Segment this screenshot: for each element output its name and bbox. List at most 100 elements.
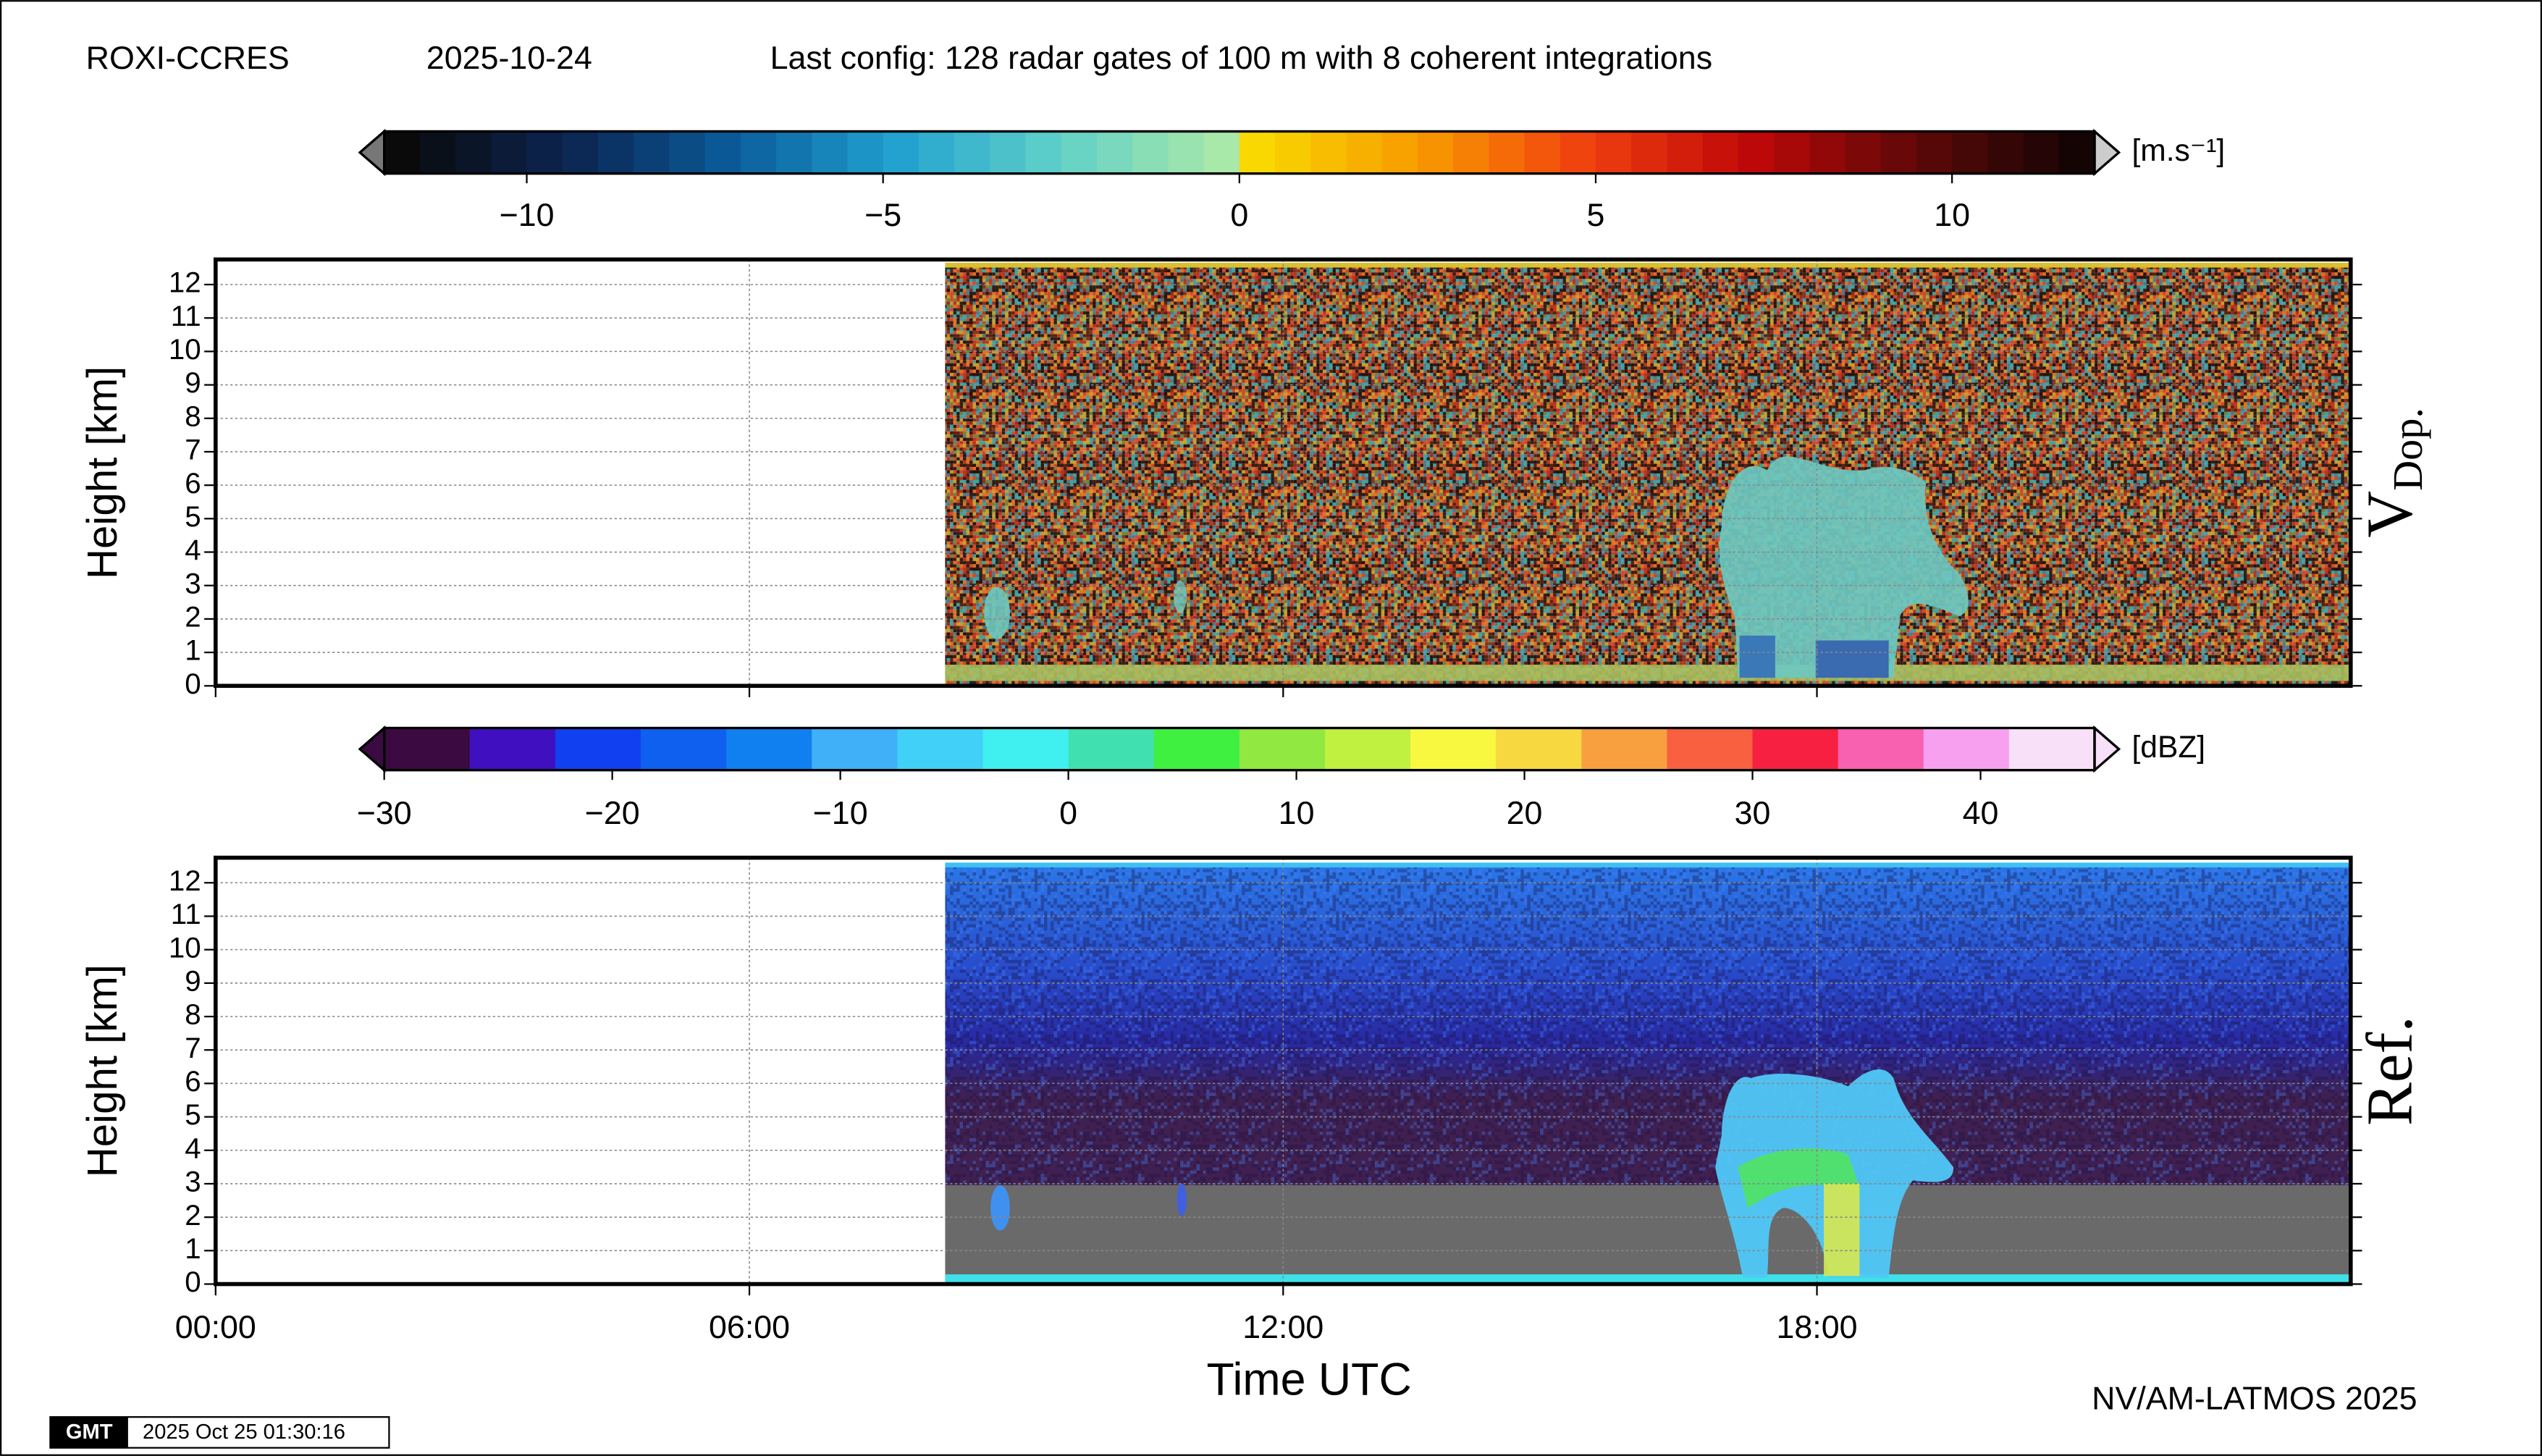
colorbar-segment xyxy=(1239,728,1326,770)
colorbar-segment xyxy=(1738,131,1775,174)
y-tick-label: 7 xyxy=(185,1032,201,1064)
colorbar-segment xyxy=(1346,131,1383,174)
panel-label-main: Ref. xyxy=(2354,1016,2425,1126)
colorbar-segment xyxy=(526,131,563,174)
cloud-core xyxy=(1815,640,1889,678)
colorbar-tick-label: 20 xyxy=(1507,795,1543,831)
colorbar-segment xyxy=(704,131,741,174)
y-axis-label: Height [km] xyxy=(79,964,126,1177)
colorbar-tick-label: −5 xyxy=(864,197,901,233)
y-tick-label: 11 xyxy=(171,300,201,332)
y-tick-label: 11 xyxy=(171,898,201,930)
x-tick-label: 18:00 xyxy=(1777,1309,1858,1345)
colorbar-segment xyxy=(1774,131,1810,174)
colorbar-segment xyxy=(1923,728,2010,770)
logo: GMT xyxy=(66,1421,113,1444)
colorbar-segment xyxy=(1061,131,1098,174)
colorbar-frame xyxy=(383,726,2096,772)
cloud xyxy=(990,1184,1010,1231)
cloud-core xyxy=(1824,1183,1860,1276)
y-tick-label: 12 xyxy=(169,864,201,897)
y-tick-label: 5 xyxy=(185,500,201,533)
colorbar-tick-label: 10 xyxy=(1934,197,1970,233)
colorbar-segment xyxy=(1987,131,2024,174)
colorbar-segment xyxy=(883,131,919,174)
colorbar-segment xyxy=(776,131,812,174)
y-tick-label: 4 xyxy=(185,1132,201,1164)
y-tick-label: 10 xyxy=(169,333,201,366)
colorbar-segment xyxy=(1809,131,1846,174)
y-tick-label: 12 xyxy=(169,266,201,299)
colorbar-segment xyxy=(1068,728,1155,770)
colorbar-segment xyxy=(455,131,492,174)
colorbar-segment xyxy=(1489,131,1525,174)
radar-field xyxy=(945,266,2351,686)
colorbar-tick-label: −10 xyxy=(813,795,868,831)
colorbar-segment xyxy=(597,131,634,174)
site-name: ROXI-CCRES xyxy=(86,40,290,76)
credit: NV/AM-LATMOS 2025 xyxy=(2092,1381,2417,1417)
y-tick-label: 10 xyxy=(169,931,201,964)
colorbar-segment xyxy=(384,131,421,174)
colorbar-segment xyxy=(726,728,812,770)
colorbar-segment xyxy=(1381,131,1418,174)
logo-box xyxy=(50,1417,128,1448)
colorbar-segment xyxy=(1453,131,1490,174)
colorbar-segment xyxy=(1239,131,1276,174)
colorbar-segment xyxy=(1916,131,1953,174)
colorbar-segment xyxy=(1310,131,1347,174)
colorbar-segment xyxy=(1324,728,1411,770)
colorbar-segment xyxy=(491,131,528,174)
y-tick-label: 3 xyxy=(185,567,201,599)
colorbar-segment xyxy=(1581,728,1668,770)
colorbar-segment xyxy=(1410,728,1497,770)
y-tick-label: 0 xyxy=(185,1266,201,1298)
colorbar-segment xyxy=(1752,728,1839,770)
colorbar-segment xyxy=(555,728,641,770)
colorbar-segment xyxy=(1203,131,1240,174)
colorbar-unit: [dBZ] xyxy=(2131,730,2205,765)
y-tick-label: 3 xyxy=(185,1166,201,1198)
colorbar-segment xyxy=(2058,131,2095,174)
date: 2025-10-24 xyxy=(426,40,592,76)
colorbar-segment xyxy=(1096,131,1133,174)
colorbar-segment xyxy=(812,728,898,770)
y-tick-label: 6 xyxy=(185,467,201,500)
cloud-core xyxy=(1739,635,1775,678)
colorbar-segment xyxy=(634,131,670,174)
radar-field-top xyxy=(945,262,2351,268)
y-tick-label: 9 xyxy=(185,964,201,997)
colorbar-segment xyxy=(1524,131,1561,174)
panel-label-main: V xyxy=(2354,491,2425,538)
config-text: Last config: 128 radar gates of 100 m wi… xyxy=(770,40,1712,76)
y-tick-label: 7 xyxy=(185,434,201,466)
y-tick-label: 0 xyxy=(185,668,201,700)
colorbar-segment xyxy=(1702,131,1739,174)
y-axis-label: Height [km] xyxy=(79,366,126,579)
colorbar-segment xyxy=(469,728,556,770)
cloud xyxy=(1719,456,1969,678)
colorbar-tick-label: 5 xyxy=(1587,197,1605,233)
colorbar-tick-label: 0 xyxy=(1230,197,1248,233)
y-tick-label: 1 xyxy=(185,1232,201,1265)
plot-frame xyxy=(214,855,2353,1287)
colorbar-tick-label: 0 xyxy=(1059,795,1077,831)
colorbar-segment xyxy=(1417,131,1454,174)
colorbar-segment xyxy=(1132,131,1169,174)
colorbar-unit: [m.s⁻¹] xyxy=(2131,133,2225,168)
colorbar-tick-label: −10 xyxy=(500,197,555,233)
x-axis-label: Time UTC xyxy=(1207,1355,1412,1405)
colorbar-segment xyxy=(419,131,456,174)
cloud xyxy=(984,586,1010,639)
colorbar-segment xyxy=(1496,728,1582,770)
radar-field-bottom xyxy=(945,1274,2351,1283)
y-tick-label: 4 xyxy=(185,534,201,566)
colorbar-segment xyxy=(740,131,777,174)
y-tick-label: 8 xyxy=(185,998,201,1031)
colorbar-segment xyxy=(954,131,991,174)
cloud-core xyxy=(1738,1148,1861,1208)
colorbar-tick-label: 10 xyxy=(1279,795,1315,831)
colorbar-segment xyxy=(2008,728,2095,770)
colorbar-segment xyxy=(669,131,706,174)
colorbar-segment xyxy=(1595,131,1632,174)
